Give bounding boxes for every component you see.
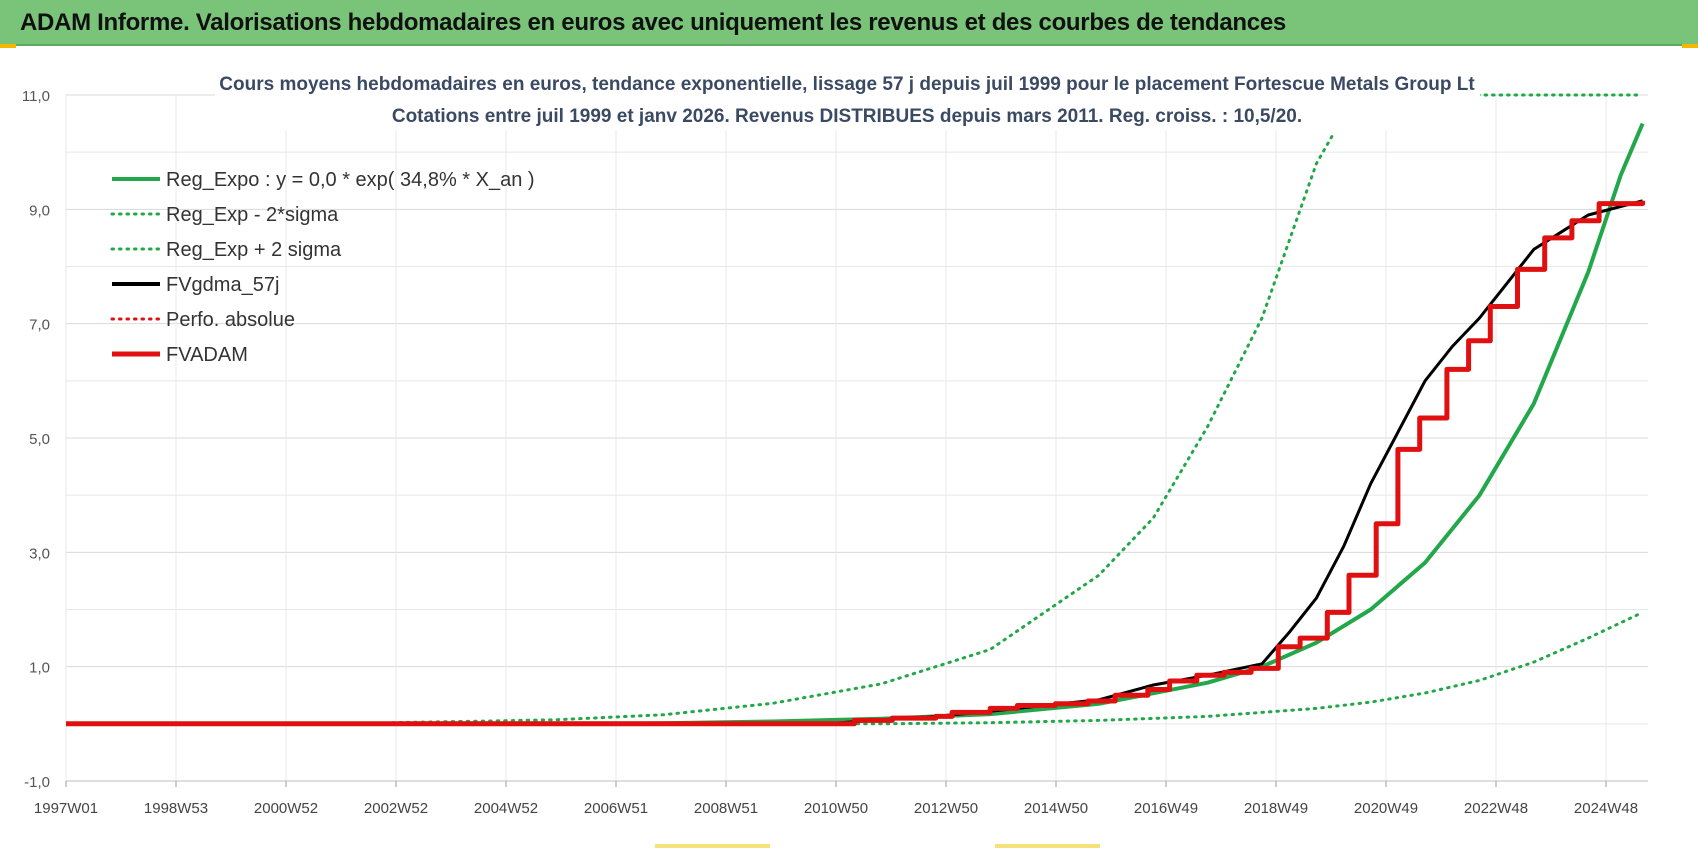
chart-title-line-1: Cours moyens hebdomadaires en euros, ten… [219,74,1475,95]
chart-title-line-2: Cotations entre juil 1999 et janv 2026. … [392,106,1302,127]
series-line [65,122,1645,726]
report-title: ADAM Informe. Valorisations hebdomadaire… [20,9,1286,36]
corner-marker-left [0,44,16,48]
legend-label: Reg_Exp - 2*sigma [166,204,339,226]
axes: 11,0 9,0 7,0 5,0 3,0 1,0 -1,0 1997W01 1998W53 200… [22,88,1648,817]
grid [65,94,1648,782]
x-tick-label: 2008W51 [694,800,758,817]
x-tick-label: 2006W51 [584,800,648,817]
series-lines [65,93,1646,727]
y-tick-label: 7,0 [29,317,50,334]
x-tick-label: 2016W49 [1134,800,1198,817]
x-tick-label: 2024W48 [1574,800,1638,817]
legend-label: FVADAM [166,344,248,366]
x-tick-label: 2018W49 [1244,800,1308,817]
legend-label: Reg_Expo : y = 0,0 * exp( 34,8% * X_an ) [166,169,535,191]
series-line [66,199,1643,726]
y-tick-label: 3,0 [29,545,50,562]
y-tick-label: 5,0 [29,431,50,448]
x-tick-label: 1998W53 [144,800,208,817]
y-tick-label: 11,0 [22,88,50,105]
legend-label: FVgdma_57j [166,274,279,296]
x-tick-label: 1997W01 [34,800,98,817]
x-tick-label: 2004W52 [474,800,538,817]
series-line [66,200,1646,727]
x-tick-label: 2014W50 [1024,800,1088,817]
bottom-marker [995,844,1100,848]
y-tick-label: 9,0 [29,202,50,219]
y-tick-label: 1,0 [29,660,50,677]
chart-title-background [215,64,1480,130]
x-tick-label: 2000W52 [254,800,318,817]
legend-label: Reg_Exp + 2 sigma [166,239,342,261]
x-tick-label: 2002W52 [364,800,428,817]
y-tick-label: -1,0 [24,774,50,791]
chart-svg: 11,0 9,0 7,0 5,0 3,0 1,0 -1,0 1997W01 1998W53 200… [22,64,1648,817]
bottom-marker [655,844,770,848]
corner-marker-right [1682,44,1698,48]
report-banner: ADAM Informe. Valorisations hebdomadaire… [0,0,1698,46]
chart-area: 11,0 9,0 7,0 5,0 3,0 1,0 -1,0 1997W01 1998W53 200… [0,46,1698,848]
legend-label: Perfo. absolue [166,309,295,331]
series-line [390,133,1335,725]
legend: Reg_Expo : y = 0,0 * exp( 34,8% * X_an )… [110,169,535,366]
x-tick-label: 2020W49 [1354,800,1418,817]
x-tick-label: 2010W50 [804,800,868,817]
series-line [390,610,1645,726]
chart-title: Cours moyens hebdomadaires en euros, ten… [215,64,1480,130]
x-tick-label: 2012W50 [914,800,978,817]
x-tick-label: 2022W48 [1464,800,1528,817]
